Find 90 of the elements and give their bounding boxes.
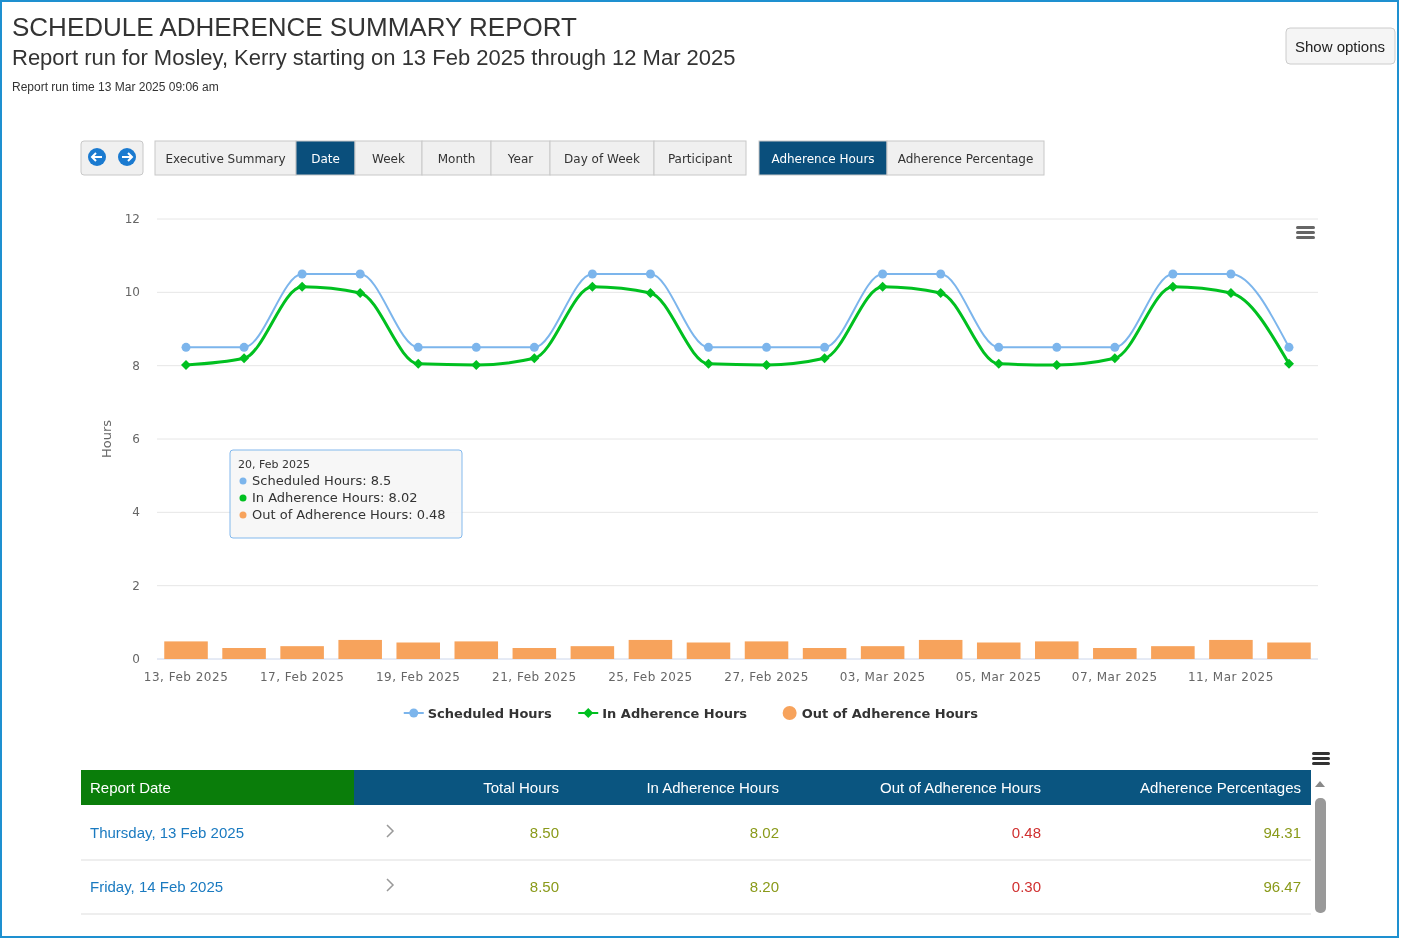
point xyxy=(936,269,946,279)
x-tick-label: 11, Mar 2025 xyxy=(1187,670,1274,684)
point xyxy=(355,288,366,299)
x-tick-label: 19, Feb 2025 xyxy=(375,670,461,684)
x-tick-label: 05, Mar 2025 xyxy=(955,670,1042,684)
point xyxy=(239,353,250,364)
text: 0.48 xyxy=(1011,824,1041,841)
x-tick-label: 25, Feb 2025 xyxy=(608,670,693,684)
point xyxy=(413,342,423,352)
text: Day of Week xyxy=(564,152,640,166)
text: Total Hours xyxy=(483,779,559,796)
text: Show options xyxy=(1294,38,1386,55)
point xyxy=(1226,269,1236,279)
x-tick-label: 03, Mar 2025 xyxy=(839,670,926,684)
point xyxy=(994,342,1004,352)
point xyxy=(645,269,655,279)
point xyxy=(1167,281,1178,292)
point xyxy=(587,281,598,292)
point xyxy=(878,269,888,279)
point xyxy=(1283,358,1294,369)
y-tick-label: 4 xyxy=(132,505,140,520)
text: Thursday, 13 Feb 2025 xyxy=(90,824,244,841)
y-tick-label: 12 xyxy=(124,212,140,226)
text: 0.30 xyxy=(1011,878,1041,895)
point xyxy=(1225,288,1236,299)
x-tick-label: 21, Feb 2025 xyxy=(492,670,577,684)
text: 8.50 xyxy=(529,878,559,895)
text: Adherence Percentage xyxy=(897,152,1034,166)
point xyxy=(587,269,597,279)
y-axis-title: Hours xyxy=(99,419,114,459)
y-tick-label: 10 xyxy=(124,285,140,300)
point xyxy=(645,288,656,299)
point xyxy=(819,353,830,364)
annotation: In Adherence Hours: 8.02 xyxy=(252,490,418,505)
legend-label: Out of Adherence Hours xyxy=(801,706,979,721)
point xyxy=(1110,342,1120,352)
point xyxy=(355,269,365,279)
point xyxy=(529,353,540,364)
point xyxy=(703,358,714,369)
text: In Adherence Hours xyxy=(646,779,779,796)
point xyxy=(993,358,1004,369)
x-tick-label: 17, Feb 2025 xyxy=(259,670,345,684)
chart-subtitle: Report run for Mosley, Kerry starting on 13 Feb 2025 through 12 Mar 2025 xyxy=(12,45,736,70)
y-tick-label: 2 xyxy=(132,578,140,593)
y-tick-label: 8 xyxy=(132,358,140,373)
point xyxy=(877,281,888,292)
text: Out of Adherence Hours xyxy=(880,779,1041,796)
text: Participant xyxy=(667,152,733,166)
point xyxy=(529,342,539,352)
x-tick-label: 13, Feb 2025 xyxy=(143,670,229,684)
chart-title: SCHEDULE ADHERENCE SUMMARY REPORT xyxy=(12,12,578,42)
text: Report Date xyxy=(90,779,171,796)
y-tick-label: 0 xyxy=(132,652,140,666)
point xyxy=(471,342,481,352)
point xyxy=(1052,342,1062,352)
point xyxy=(413,358,424,369)
point xyxy=(297,281,308,292)
text: Adherence Percentages xyxy=(1140,779,1301,796)
annotation: 20, Feb 2025 xyxy=(238,458,310,471)
text: Friday, 14 Feb 2025 xyxy=(90,878,224,895)
annotation: Scheduled Hours: 8.5 xyxy=(252,473,392,488)
point xyxy=(1284,342,1294,352)
point xyxy=(762,342,772,352)
point xyxy=(935,288,946,299)
annotation: Out of Adherence Hours: 0.48 xyxy=(252,507,446,522)
point xyxy=(761,359,772,370)
text: Adherence Hours xyxy=(771,152,875,166)
text: Week xyxy=(372,152,405,166)
legend-label: In Adherence Hours xyxy=(602,706,748,721)
text: Executive Summary xyxy=(165,152,286,166)
y-tick-label: 6 xyxy=(132,432,140,446)
point xyxy=(1168,269,1178,279)
point xyxy=(1109,353,1120,364)
point xyxy=(820,342,830,352)
text: 8.20 xyxy=(749,878,779,895)
point xyxy=(181,342,191,352)
legend-label: Scheduled Hours xyxy=(427,706,553,721)
text: 94.31 xyxy=(1263,824,1301,841)
x-tick-label: 07, Mar 2025 xyxy=(1071,670,1158,684)
point xyxy=(297,269,307,279)
x-tick-label: 27, Feb 2025 xyxy=(724,670,809,684)
point xyxy=(239,342,249,352)
point xyxy=(703,342,713,352)
text: Year xyxy=(506,152,534,166)
text: Report run time 13 Mar 2025 09:06 am xyxy=(12,80,219,94)
text: 8.50 xyxy=(529,824,559,841)
text: Month xyxy=(437,152,476,166)
text: 8.02 xyxy=(749,824,779,841)
text: 96.47 xyxy=(1263,878,1301,895)
text: Date xyxy=(311,152,340,166)
